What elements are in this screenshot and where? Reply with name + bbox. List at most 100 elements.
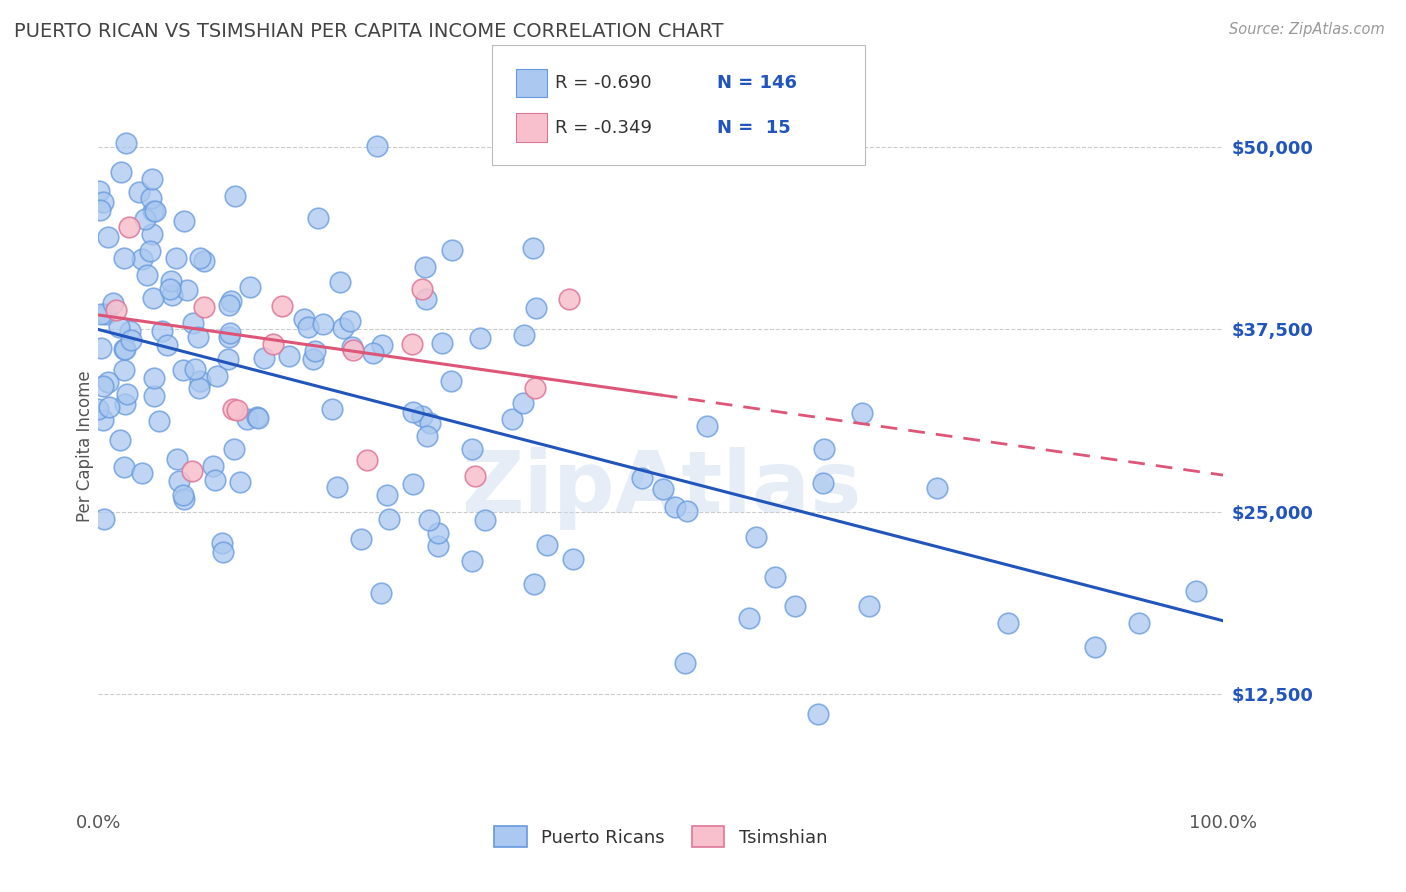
Point [173, 214, 195, 228]
Point [562, 552, 585, 566]
Point [441, 243, 464, 257]
Point [329, 275, 352, 289]
Point [349, 532, 371, 546]
Point [340, 340, 363, 354]
Point [142, 291, 165, 305]
Point [114, 136, 136, 150]
Point [156, 338, 179, 352]
Point [98, 401, 121, 415]
Point [183, 362, 205, 376]
Point [219, 293, 242, 308]
Point [114, 342, 136, 356]
Point [219, 326, 242, 340]
Point [375, 488, 398, 502]
Point [813, 475, 835, 490]
Point [115, 386, 138, 401]
Point [696, 419, 718, 434]
Point [427, 539, 450, 553]
Point [110, 433, 132, 447]
Point [402, 476, 425, 491]
Point [141, 172, 163, 186]
Point [205, 368, 228, 383]
Text: R = -0.690: R = -0.690 [555, 74, 652, 92]
Point [222, 442, 245, 457]
Point [858, 599, 880, 613]
Point [162, 287, 184, 301]
Point [464, 469, 486, 483]
Point [523, 381, 546, 395]
Point [150, 324, 173, 338]
Point [361, 346, 384, 360]
Point [378, 512, 401, 526]
Point [181, 464, 204, 478]
Point [813, 442, 835, 456]
Point [228, 475, 250, 490]
Point [501, 412, 523, 426]
Point [172, 363, 194, 377]
Point [401, 336, 423, 351]
Point [134, 212, 156, 227]
Point [188, 374, 211, 388]
Point [536, 538, 558, 552]
Point [148, 414, 170, 428]
Point [190, 251, 212, 265]
Point [173, 491, 195, 506]
Point [131, 466, 153, 480]
Point [97, 230, 120, 244]
Point [187, 329, 209, 343]
Point [278, 349, 301, 363]
Point [339, 313, 361, 327]
Point [176, 284, 198, 298]
Y-axis label: Per Capita Income: Per Capita Income [76, 370, 94, 522]
Point [218, 330, 240, 344]
Text: N = 146: N = 146 [717, 74, 797, 92]
Point [785, 599, 807, 613]
Point [112, 251, 135, 265]
Point [325, 480, 347, 494]
Point [96, 307, 118, 321]
Point [112, 459, 135, 474]
Point [522, 241, 544, 255]
Point [302, 352, 325, 367]
Point [371, 338, 394, 352]
Point [141, 227, 163, 242]
Point [131, 252, 153, 267]
Point [304, 344, 326, 359]
Point [202, 458, 225, 473]
Point [1128, 616, 1150, 631]
Point [366, 138, 388, 153]
Point [183, 316, 205, 330]
Point [523, 577, 546, 591]
Point [91, 413, 114, 427]
Point [474, 513, 496, 527]
Point [411, 282, 433, 296]
Point [128, 186, 150, 200]
Point [370, 586, 392, 600]
Point [114, 397, 136, 411]
Point [193, 253, 215, 268]
Point [187, 381, 209, 395]
Point [558, 293, 581, 307]
Point [239, 280, 262, 294]
Point [166, 451, 188, 466]
Point [110, 165, 132, 179]
Point [763, 570, 786, 584]
Point [211, 536, 233, 550]
Point [738, 611, 761, 625]
Point [664, 500, 686, 515]
Point [1185, 584, 1208, 599]
Point [87, 184, 110, 198]
Point [512, 396, 534, 410]
Point [430, 335, 453, 350]
Text: PUERTO RICAN VS TSIMSHIAN PER CAPITA INCOME CORRELATION CHART: PUERTO RICAN VS TSIMSHIAN PER CAPITA INC… [14, 22, 724, 41]
Point [342, 343, 364, 357]
Point [91, 194, 114, 209]
Point [297, 319, 319, 334]
Point [91, 379, 114, 393]
Point [193, 300, 215, 314]
Point [172, 488, 194, 502]
Point [236, 412, 259, 426]
Point [135, 268, 157, 282]
Point [419, 416, 441, 430]
Point [997, 616, 1019, 631]
